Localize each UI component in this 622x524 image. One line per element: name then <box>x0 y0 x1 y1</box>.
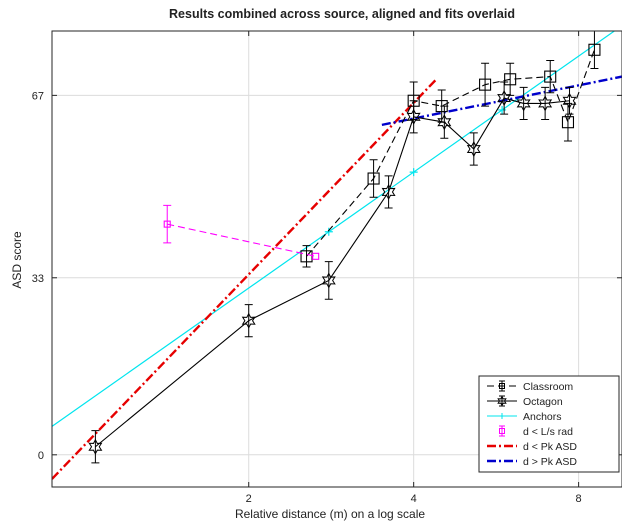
legend-label: Anchors <box>523 411 562 423</box>
legend-errorbar <box>499 380 505 392</box>
data-point <box>406 108 421 125</box>
error-bar <box>244 304 253 338</box>
x-axis-label: Relative distance (m) on a log scale <box>235 507 425 521</box>
data-point <box>562 92 577 109</box>
data-point <box>497 89 512 107</box>
data-point <box>88 438 103 455</box>
legend-label: Classroom <box>523 381 573 393</box>
error-bar <box>324 261 333 300</box>
data-point <box>241 312 256 329</box>
legend-swatch-marker <box>497 395 507 407</box>
error-bar <box>481 62 490 107</box>
anchor-marker <box>324 227 333 236</box>
data-point <box>321 272 336 289</box>
error-bar <box>163 204 172 244</box>
legend-label: d > Pk ASD <box>523 456 577 468</box>
error-bar <box>541 86 550 121</box>
data-point <box>367 172 380 185</box>
legend: Classroom Octagon Anchors d < L/s rad d < Pk… <box>478 375 620 473</box>
y-tick-label: 67 <box>32 90 44 102</box>
data-point <box>381 183 396 201</box>
error-bar <box>369 159 378 198</box>
error-bar <box>546 60 555 94</box>
x-tick-label: 2 <box>246 493 252 505</box>
series-line <box>167 223 316 257</box>
data-point <box>544 70 557 83</box>
legend-swatch-marker <box>499 383 505 389</box>
data-point <box>479 78 492 91</box>
data-point <box>163 220 171 228</box>
data-series <box>88 30 601 464</box>
data-point <box>538 95 553 112</box>
error-bar <box>565 86 574 115</box>
anchor-marker <box>498 105 507 114</box>
legend-swatch-marker <box>499 413 505 419</box>
error-bar <box>590 30 599 70</box>
legend-swatch-marker <box>499 428 505 434</box>
error-bar <box>500 81 509 115</box>
y-tick-label: 0 <box>38 450 44 462</box>
data-point <box>588 43 601 56</box>
legend-box <box>478 375 620 473</box>
data-point <box>561 116 575 129</box>
error-bar <box>469 132 478 166</box>
plot-frame <box>51 30 622 488</box>
error-bar <box>302 245 311 268</box>
series-line <box>306 49 595 257</box>
error-bar <box>506 62 515 96</box>
data-point <box>300 250 313 263</box>
y-tick-label: 33 <box>32 273 44 285</box>
x-tick-label: 4 <box>411 493 417 505</box>
y-axis-label: ASD score <box>10 231 24 289</box>
legend-label: d < Pk ASD <box>523 441 577 453</box>
legend-swatch <box>499 425 505 437</box>
data-point <box>516 95 531 112</box>
axis-ticks: 2 4 8 0 33 67 <box>32 31 622 505</box>
data-point <box>504 73 517 86</box>
error-bar <box>440 105 449 139</box>
legend-label: d < L/s rad <box>523 426 573 438</box>
error-bar <box>519 86 528 121</box>
data-point <box>437 114 452 131</box>
error-bar <box>91 430 100 464</box>
chart-title: Results combined across source, aligned … <box>169 7 515 21</box>
data-point <box>466 140 481 158</box>
error-bar <box>563 102 572 142</box>
x-tick-label: 8 <box>576 493 582 505</box>
fit-line <box>52 78 438 480</box>
legend-label: Octagon <box>523 396 563 408</box>
error-bar <box>384 175 393 209</box>
error-bar <box>409 100 418 134</box>
data-point <box>312 252 320 260</box>
fit-line <box>52 31 616 427</box>
anchor-marker <box>409 168 418 177</box>
